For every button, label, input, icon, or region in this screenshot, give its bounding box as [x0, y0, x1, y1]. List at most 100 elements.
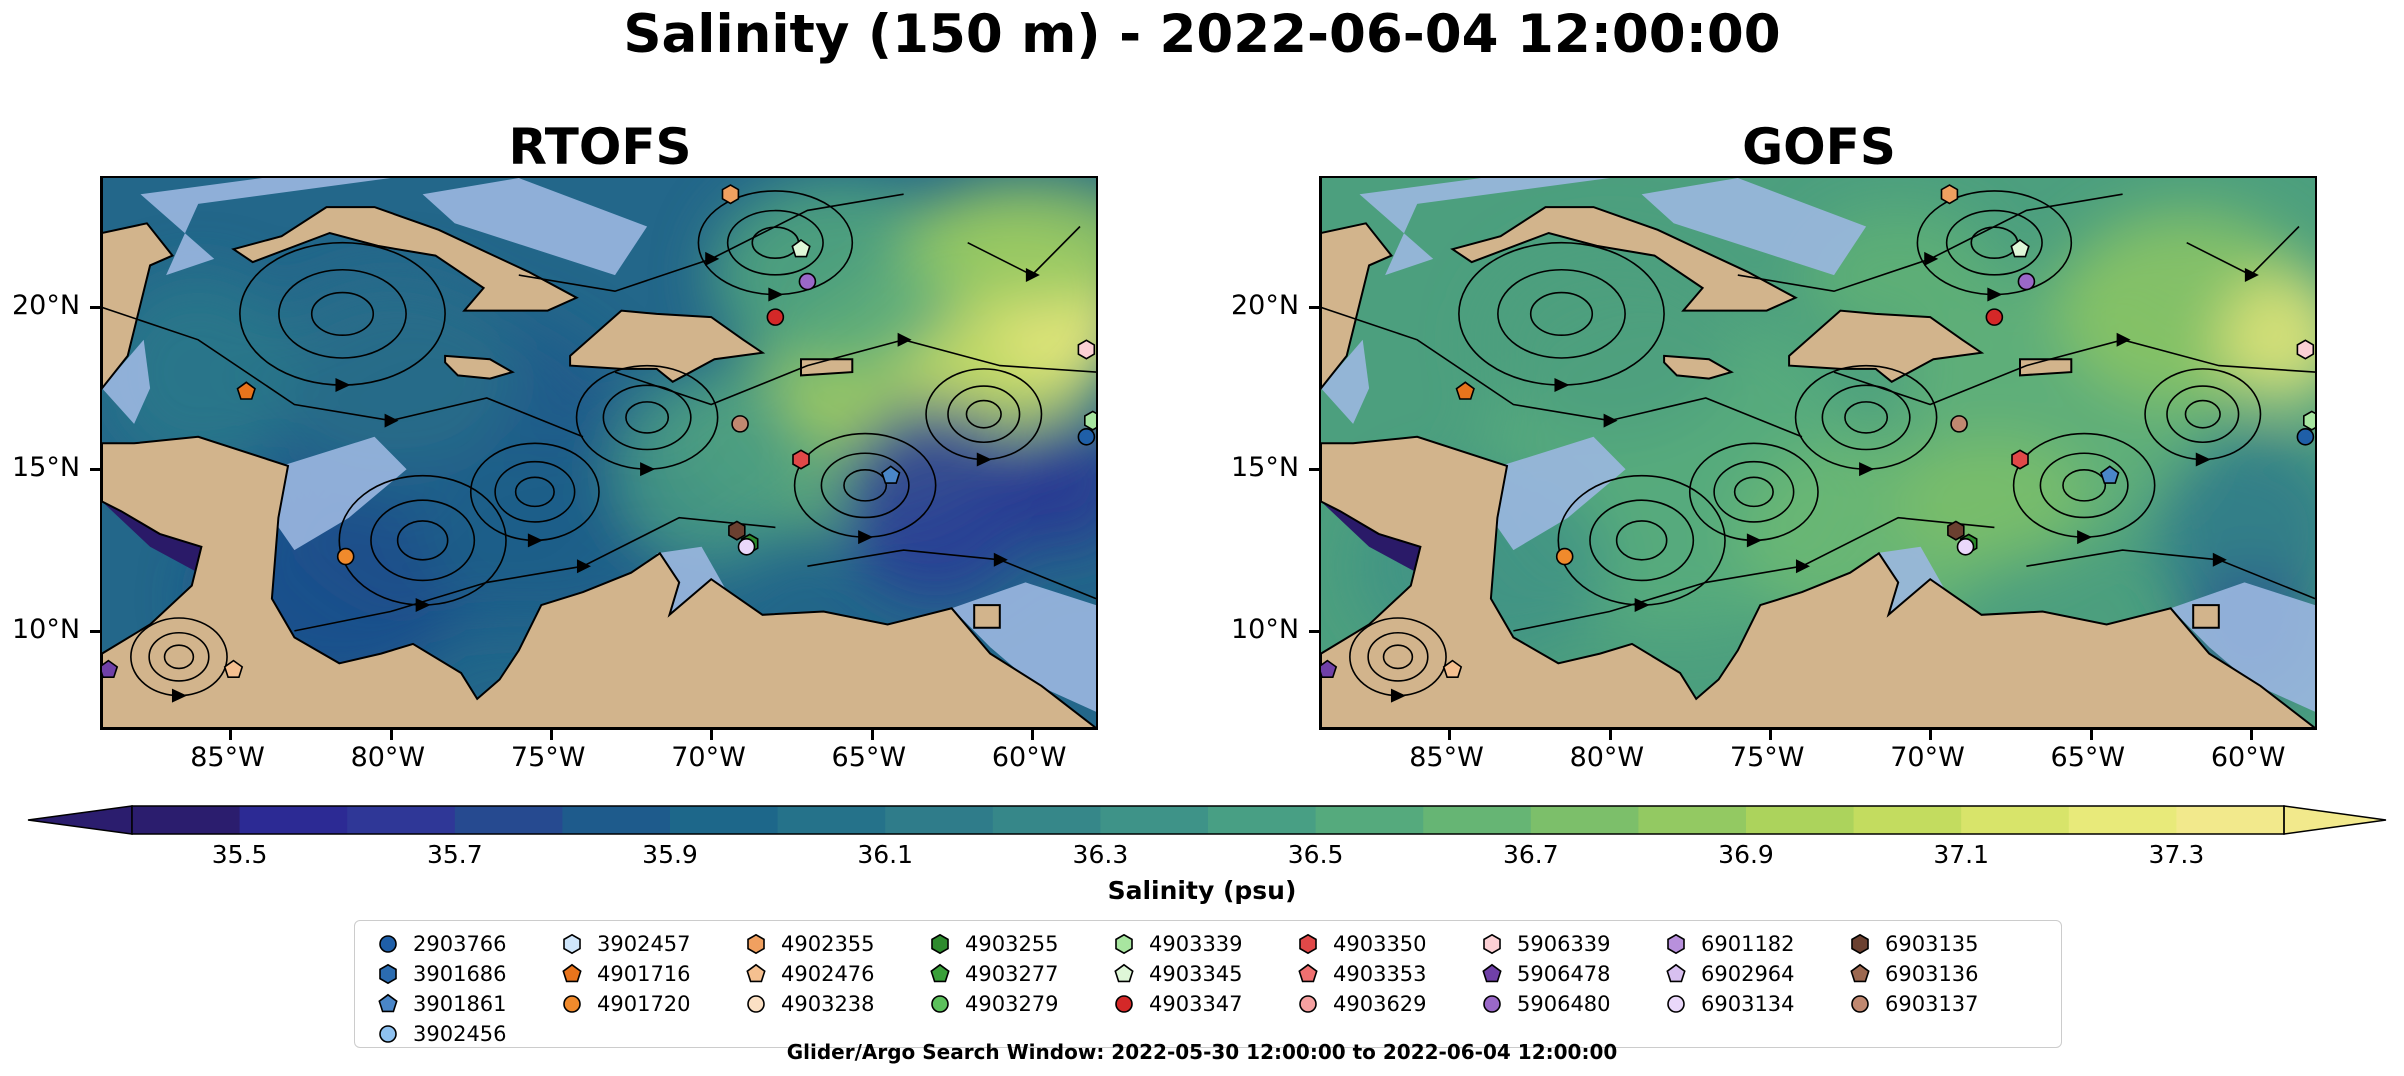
current-arrow — [2195, 452, 2211, 467]
rtofs-panel-title: RTOFS — [508, 118, 692, 176]
colorbar-segment — [1961, 806, 2070, 834]
x-tick-label: 65°W — [831, 742, 907, 773]
current-arrow — [384, 413, 399, 428]
legend-label: 2903766 — [413, 932, 507, 956]
float-marker-4903345 — [791, 239, 811, 258]
float-marker-4901720 — [336, 547, 355, 566]
current-streamline — [2184, 399, 2221, 429]
legend-item-3901686: 3901686 — [377, 959, 507, 989]
current-arrow — [576, 559, 591, 574]
float-marker-6903136 — [1850, 963, 1870, 983]
y-tick-label: 10°N — [1231, 613, 1300, 645]
float-marker-6902964 — [1666, 963, 1686, 983]
landmass-1 — [102, 435, 1096, 728]
landmass-3 — [1663, 354, 1734, 380]
current-arrow — [705, 251, 720, 266]
current-streamline — [396, 520, 449, 561]
legend-item-5906480: 5906480 — [1481, 989, 1611, 1019]
x-tick-label: 60°W — [991, 742, 1067, 773]
legend-label: 3902456 — [413, 1022, 507, 1046]
float-marker-6903137 — [731, 415, 749, 433]
colorbar-segment — [2068, 806, 2177, 834]
legend-marker-icon — [747, 995, 765, 1013]
current-arrow — [1634, 598, 1650, 613]
float-marker-5906478 — [102, 659, 119, 679]
shallow-water-5 — [1321, 339, 1370, 424]
current-streamline — [965, 399, 1002, 429]
legend-label: 6903135 — [1885, 932, 1979, 956]
current-arrow — [2244, 268, 2259, 283]
colorbar-tick-label: 37.3 — [2148, 840, 2205, 869]
shallow-water-0 — [1359, 178, 1610, 276]
x-tick-label: 70°W — [1890, 742, 1965, 773]
legend-marker-icon — [1483, 933, 1501, 955]
float-marker-4903353 — [1298, 963, 1318, 983]
legend-marker-icon — [1851, 933, 1869, 955]
x-tick-label: 60°W — [2210, 742, 2286, 773]
landmass-5 — [2019, 358, 2073, 377]
current-arrow — [171, 688, 187, 703]
current-arrow — [768, 287, 784, 302]
float-marker-2903766 — [2296, 428, 2315, 446]
float-legend: 2903766 3901686 3901861 3902456 3902457 49017… — [354, 920, 2062, 1048]
current-arrow — [2077, 530, 2093, 545]
current-streamline — [294, 516, 776, 632]
rtofs-salinity-map — [100, 176, 1098, 730]
legend-item-6903135: 6903135 — [1849, 929, 1979, 959]
colorbar-segment — [1638, 806, 1747, 834]
legend-marker-icon — [746, 963, 766, 983]
x-tick-mark — [1768, 730, 1772, 740]
legend-marker-icon — [1299, 995, 1317, 1013]
colorbar-segment — [1100, 806, 1209, 834]
current-streamline — [1367, 631, 1429, 682]
current-arrow — [1603, 413, 1618, 428]
legend-label: 4903345 — [1149, 962, 1243, 986]
colorbar-segment — [1853, 806, 1962, 834]
legend-marker-icon — [1667, 995, 1685, 1013]
legend-item-5906478: 5906478 — [1481, 959, 1611, 989]
shallow-water-2 — [1490, 436, 1626, 551]
x-tick-label: 65°W — [2050, 742, 2126, 773]
legend-marker-icon — [379, 1025, 397, 1043]
colorbar-segment — [670, 806, 779, 834]
float-marker-4903629 — [1299, 995, 1317, 1013]
current-streamline — [726, 209, 824, 276]
current-arrow — [1025, 268, 1040, 283]
current-streamline — [1821, 384, 1911, 451]
colorbar-segment — [1315, 806, 1424, 834]
x-tick-label: 85°W — [190, 742, 265, 773]
float-marker-5906339 — [2296, 339, 2315, 360]
y-tick-mark — [1309, 629, 1319, 633]
legend-label: 4902355 — [781, 932, 875, 956]
x-tick-label: 70°W — [671, 742, 746, 773]
current-streamline — [1497, 268, 1626, 359]
float-marker-4903339 — [2302, 410, 2315, 431]
colorbar-tick-label: 35.9 — [642, 840, 698, 869]
current-arrow — [640, 462, 656, 477]
float-marker-4902476 — [223, 659, 244, 679]
colorbar-tick-label: 36.7 — [1502, 840, 1559, 869]
legend-label: 3902457 — [597, 932, 691, 956]
current-arrow — [1554, 378, 1570, 393]
legend-item-3902457: 3902457 — [561, 929, 691, 959]
colorbar-segment — [1208, 806, 1317, 834]
legend-label: 4901720 — [597, 992, 691, 1016]
float-marker-4903238 — [747, 995, 765, 1013]
float-marker-5906478 — [1482, 963, 1502, 983]
legend-item-4903277: 4903277 — [929, 959, 1059, 989]
x-tick-mark — [2249, 730, 2253, 740]
current-arrow — [993, 552, 1008, 567]
float-marker-3901686 — [379, 963, 397, 985]
legend-marker-icon — [1851, 995, 1869, 1013]
legend-marker-icon — [1299, 933, 1317, 955]
float-marker-4902476 — [746, 963, 766, 983]
x-tick-mark — [1929, 730, 1933, 740]
landmass-6 — [2192, 604, 2220, 629]
legend-label: 5906339 — [1517, 932, 1611, 956]
float-marker-4901716 — [236, 381, 256, 400]
colorbar-segment — [1746, 806, 1855, 834]
landmass-0 — [1321, 178, 1394, 390]
legend-label: 6901182 — [1701, 932, 1795, 956]
float-marker-5906478 — [1321, 659, 1338, 679]
legend-item-4903345: 4903345 — [1113, 959, 1243, 989]
